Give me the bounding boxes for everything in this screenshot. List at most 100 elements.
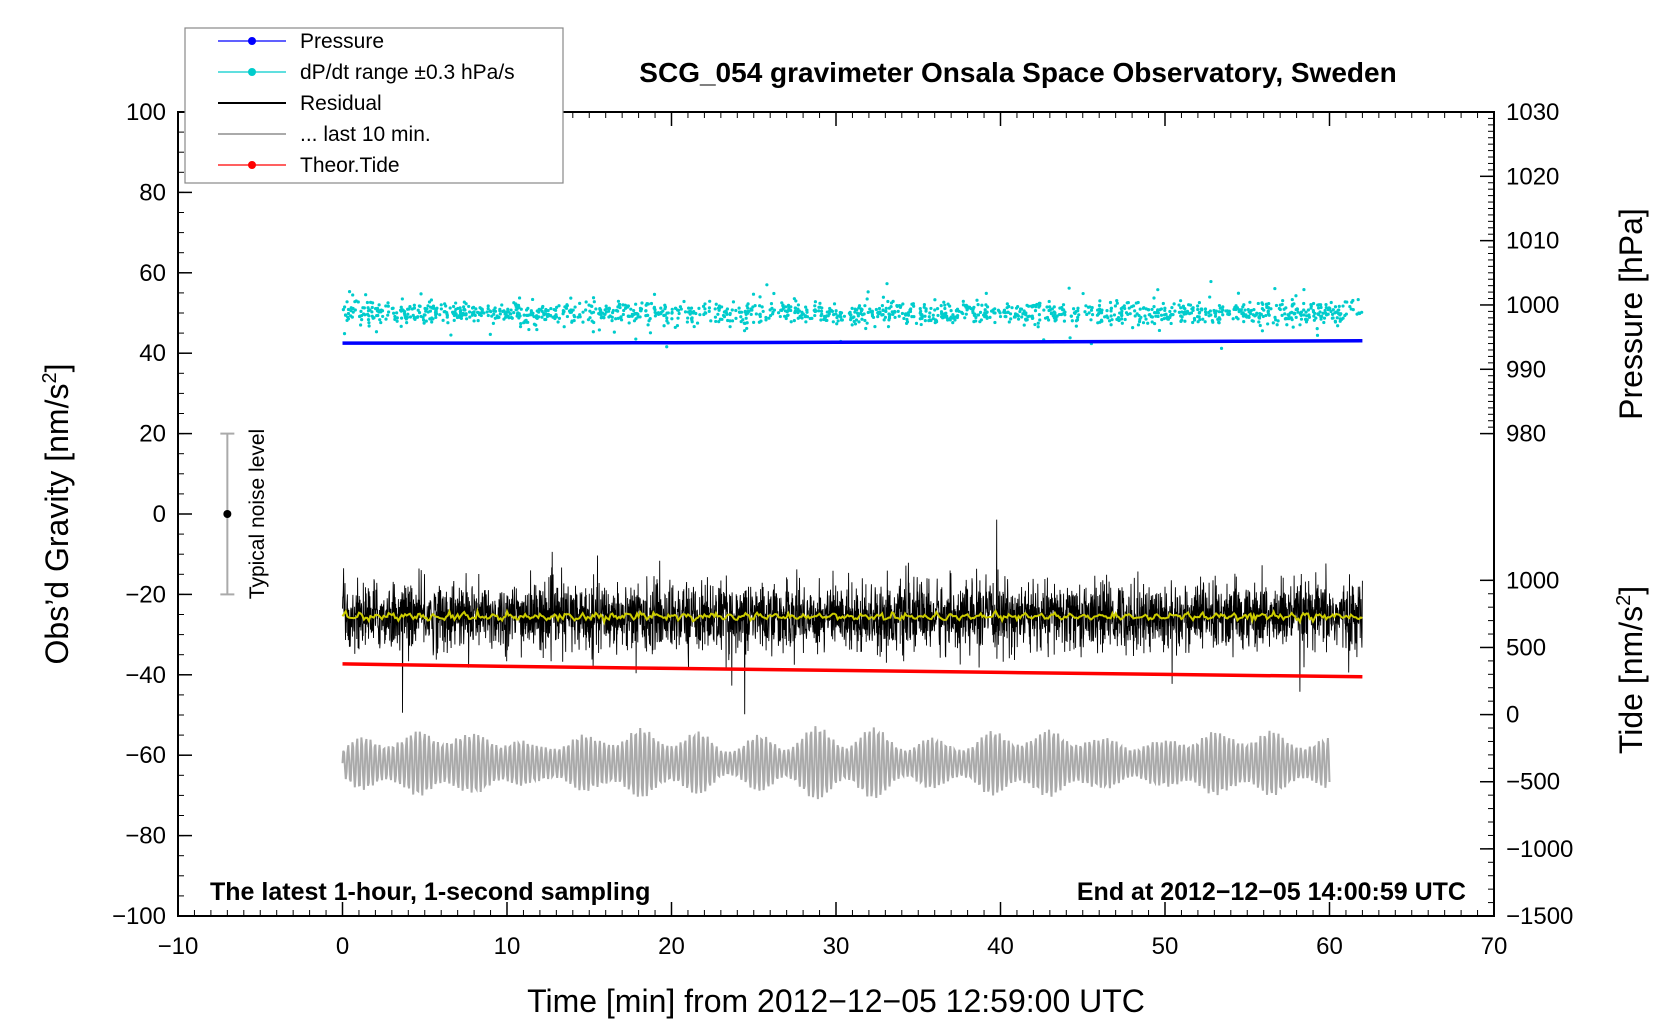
dpdt-point	[819, 309, 824, 313]
dpdt-point	[1316, 306, 1321, 310]
dpdt-point	[1299, 310, 1304, 314]
dpdt-point	[398, 308, 403, 312]
dpdt-point	[873, 325, 877, 329]
dpdt-point	[578, 301, 582, 306]
y-left-tick-label: −20	[125, 581, 166, 608]
y-left-tick-label: 0	[153, 501, 166, 528]
dpdt-point	[610, 315, 614, 319]
dpdt-point	[1016, 314, 1020, 318]
dpdt-point	[942, 300, 946, 304]
legend-marker	[248, 161, 256, 169]
dpdt-point	[992, 311, 996, 315]
dpdt-point	[771, 310, 775, 314]
dpdt-point	[1177, 303, 1181, 307]
dpdt-point	[1154, 311, 1158, 315]
dpdt-point	[392, 311, 396, 315]
dpdt-point	[1037, 305, 1041, 309]
dpdt-point	[1260, 307, 1264, 311]
dpdt-point	[884, 306, 888, 311]
dpdt-point	[1278, 307, 1282, 312]
dpdt-point	[393, 317, 397, 321]
dpdt-point	[864, 326, 868, 331]
dpdt-point	[616, 299, 621, 303]
dpdt-point	[1002, 308, 1007, 312]
dpdt-point	[1217, 310, 1221, 314]
dpdt-point	[1128, 312, 1132, 316]
dpdt-point	[1061, 303, 1066, 307]
dpdt-point	[803, 315, 807, 319]
dpdt-point	[364, 293, 368, 297]
y-tide-tick-label: 1000	[1506, 567, 1559, 594]
chart-marks	[220, 279, 1364, 800]
dpdt-point	[1034, 305, 1038, 309]
dpdt-point	[592, 300, 596, 304]
dpdt-point	[805, 308, 809, 312]
dpdt-point	[1087, 311, 1091, 315]
dpdt-point	[568, 310, 572, 315]
dpdt-point	[1295, 307, 1299, 311]
dpdt-point	[662, 313, 666, 318]
dpdt-point	[649, 301, 654, 306]
dpdt-point	[1315, 327, 1319, 331]
dpdt-point	[746, 311, 750, 315]
dpdt-point	[386, 313, 390, 317]
dpdt-point	[443, 302, 447, 306]
dpdt-point	[1324, 303, 1328, 307]
dpdt-point	[1348, 304, 1352, 309]
dpdt-point	[1169, 321, 1173, 326]
x-tick-label: 40	[987, 933, 1014, 960]
dpdt-point	[1180, 310, 1184, 314]
dpdt-point	[1076, 315, 1080, 320]
dpdt-point	[619, 315, 623, 319]
dpdt-point	[537, 310, 541, 314]
dpdt-point	[976, 302, 980, 307]
dpdt-point	[695, 321, 700, 325]
dpdt-point	[1071, 307, 1076, 311]
dpdt-point	[828, 309, 832, 313]
dpdt-point	[764, 315, 768, 320]
dpdt-point	[692, 324, 696, 329]
dpdt-point	[565, 303, 569, 307]
dpdt-point	[395, 311, 399, 315]
dpdt-point	[1242, 320, 1246, 324]
dpdt-point	[377, 310, 381, 314]
dpdt-point	[1159, 313, 1164, 317]
dpdt-point	[997, 309, 1001, 313]
dpdt-point	[653, 310, 657, 314]
dpdt-point	[1249, 308, 1253, 313]
dpdt-point	[703, 302, 707, 306]
dpdt-point	[1196, 307, 1200, 312]
chart-title: SCG_054 gravimeter Onsala Space Observat…	[639, 57, 1396, 88]
dpdt-point	[406, 307, 410, 311]
dpdt-point	[1340, 317, 1344, 321]
dpdt-point	[556, 320, 560, 324]
dpdt-point	[455, 315, 459, 320]
dpdt-point	[1283, 317, 1287, 321]
dpdt-point	[914, 321, 919, 325]
dpdt-point	[764, 318, 768, 322]
dpdt-point	[1333, 305, 1338, 309]
dpdt-point	[933, 308, 937, 312]
dpdt-point	[1274, 303, 1279, 308]
dpdt-point	[856, 314, 860, 318]
dpdt-point	[456, 306, 460, 311]
dpdt-point	[758, 314, 762, 319]
dpdt-point	[1203, 307, 1208, 311]
dpdt-point	[912, 304, 916, 308]
dpdt-point	[976, 313, 980, 317]
dpdt-point	[1098, 307, 1102, 311]
dpdt-point	[804, 320, 808, 324]
dpdt-point	[549, 306, 553, 311]
dpdt-point	[581, 310, 585, 314]
dpdt-point	[430, 306, 435, 310]
dpdt-point	[984, 291, 988, 296]
dpdt-point	[1236, 291, 1241, 295]
dpdt-point	[1273, 315, 1277, 319]
dpdt-point	[1267, 306, 1271, 310]
dpdt-point	[648, 317, 652, 321]
dpdt-point	[503, 315, 508, 319]
dpdt-point	[1144, 317, 1148, 321]
dpdt-point	[1168, 313, 1173, 317]
y-pressure-tick-label: 1020	[1506, 163, 1559, 190]
dpdt-point	[1163, 308, 1167, 313]
